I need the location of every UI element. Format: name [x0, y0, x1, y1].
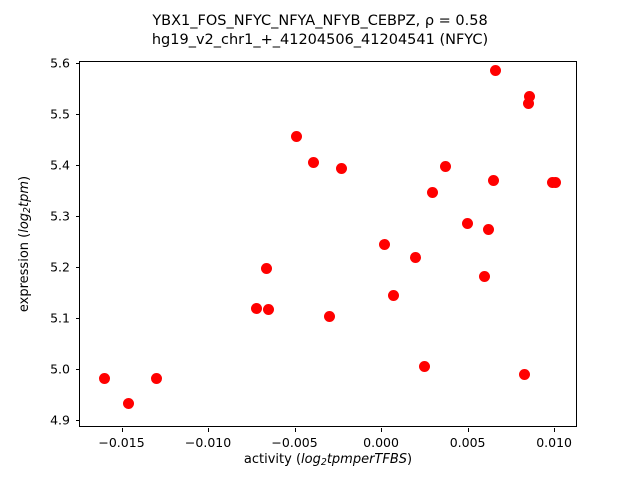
y-tick-mark: [76, 114, 80, 116]
data-point: [323, 310, 335, 322]
data-point: [439, 161, 451, 173]
x-tick-label: 0.005: [449, 435, 486, 450]
y-tick-mark: [76, 165, 80, 167]
data-point: [522, 97, 534, 109]
data-point: [427, 186, 439, 198]
data-point: [462, 218, 474, 230]
y-tick-mark: [76, 216, 80, 218]
y-axis-label-italic-unit: tpm: [17, 180, 32, 207]
data-point: [489, 64, 501, 76]
x-tick-label: −0.005: [271, 435, 318, 450]
y-axis-label-subscript: 2: [22, 207, 34, 213]
y-axis-label-prefix: expression (: [17, 232, 32, 313]
y-tick-label: 5.3: [50, 208, 70, 224]
y-tick-label: 5.0: [50, 361, 70, 377]
x-tick-label: −0.015: [98, 435, 145, 450]
data-point: [261, 263, 273, 275]
data-point: [479, 271, 491, 283]
x-axis-label-italic-log: log: [301, 452, 321, 467]
x-tick-mark: [294, 428, 296, 432]
data-point: [308, 156, 320, 168]
x-tick-mark: [554, 428, 556, 432]
x-tick-mark: [208, 428, 210, 432]
y-tick-mark: [76, 420, 80, 422]
y-tick-label: 5.2: [50, 259, 70, 275]
y-tick-label: 5.4: [50, 157, 70, 173]
data-point: [482, 224, 494, 236]
y-tick-mark: [76, 267, 80, 269]
chart-title-line-1: YBX1_FOS_NFYC_NFYA_NFYB_CEBPZ, ρ = 0.58: [152, 13, 488, 29]
y-tick-mark: [76, 63, 80, 65]
data-point: [418, 361, 430, 373]
data-point: [524, 90, 536, 102]
data-point: [519, 368, 531, 380]
chart-title-line-2: hg19_v2_chr1_+_41204506_41204541 (NFYC): [151, 32, 489, 48]
y-tick-label: 4.9: [50, 412, 70, 428]
y-tick-label: 5.5: [50, 106, 70, 122]
x-tick-mark: [381, 428, 383, 432]
y-axis-label-suffix: ): [17, 175, 32, 181]
y-tick-mark: [76, 369, 80, 371]
data-point: [122, 397, 134, 409]
y-axis-label-italic-log: log: [17, 212, 32, 233]
y-tick-mark: [76, 318, 80, 320]
data-point: [263, 304, 275, 316]
x-axis-label-prefix: activity (: [243, 452, 302, 467]
x-tick-mark: [121, 428, 123, 432]
x-axis-label: activity (log2tpmperTFBS): [79, 452, 577, 468]
data-point: [150, 372, 162, 384]
x-axis-label-suffix: ): [407, 452, 413, 467]
y-axis-label: expression (log2tpm): [17, 61, 37, 427]
x-axis-label-italic-unit: tpmperTFBS: [326, 452, 408, 467]
x-axis-label-subscript: 2: [320, 457, 327, 469]
data-point: [410, 251, 422, 263]
x-tick-label: 0.010: [536, 435, 573, 450]
data-point: [290, 130, 302, 142]
x-tick-label: 0.000: [363, 435, 399, 450]
x-tick-mark: [467, 428, 469, 432]
data-point: [387, 289, 399, 301]
y-tick-label: 5.1: [50, 310, 70, 326]
data-point: [335, 162, 347, 174]
data-point: [250, 302, 262, 314]
data-points-layer: [80, 62, 576, 426]
chart-title: YBX1_FOS_NFYC_NFYA_NFYB_CEBPZ, ρ = 0.58 …: [0, 12, 640, 50]
data-point: [98, 372, 110, 384]
plot-axes-frame: −0.015 −0.010 −0.005 0.000 0.005 0.010 4.9 5.0…: [50, 56, 577, 450]
data-point: [379, 238, 391, 250]
data-point: [488, 175, 500, 187]
y-tick-label: 5.6: [50, 55, 70, 71]
data-point: [550, 176, 562, 188]
x-tick-label: −0.010: [184, 435, 232, 450]
